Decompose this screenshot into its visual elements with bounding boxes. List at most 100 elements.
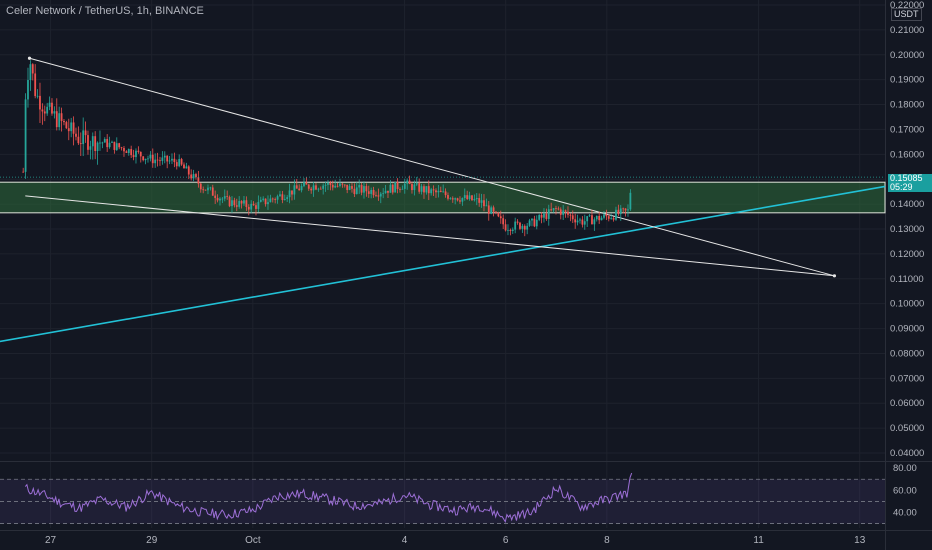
candle-body bbox=[262, 199, 264, 200]
candle-body bbox=[113, 142, 115, 150]
x-tick-label: 11 bbox=[753, 535, 764, 546]
candle-body bbox=[274, 199, 276, 200]
candle-body bbox=[75, 134, 77, 137]
candle-body bbox=[509, 230, 511, 231]
candle-body bbox=[406, 180, 408, 183]
candle-body bbox=[471, 195, 473, 200]
candle-body bbox=[603, 214, 605, 217]
x-tick-label: 27 bbox=[45, 535, 57, 546]
candle-body bbox=[488, 205, 490, 213]
candle-body bbox=[608, 216, 610, 219]
candle-body bbox=[447, 195, 449, 199]
candle-body bbox=[332, 185, 334, 188]
candle-body bbox=[104, 139, 106, 143]
candle-body bbox=[34, 73, 36, 96]
candle-body bbox=[291, 190, 293, 194]
candle-body bbox=[279, 194, 281, 196]
candle-body bbox=[610, 218, 612, 219]
candle-body bbox=[545, 214, 547, 219]
candle-body bbox=[46, 107, 48, 114]
candle-body bbox=[469, 195, 471, 199]
candle-body bbox=[32, 64, 34, 73]
candle-body bbox=[226, 196, 228, 197]
candle-body bbox=[202, 189, 204, 190]
candle-body bbox=[625, 209, 627, 211]
candle-body bbox=[289, 190, 291, 197]
candle-body bbox=[236, 205, 238, 207]
candle-body bbox=[135, 151, 137, 157]
candle-body bbox=[435, 190, 437, 192]
candle-body bbox=[178, 159, 180, 166]
candle-body bbox=[478, 198, 480, 203]
rsi-tick-label: 40.00 bbox=[893, 508, 917, 519]
candle-body bbox=[423, 186, 425, 192]
candle-body bbox=[85, 130, 87, 135]
candle-body bbox=[493, 207, 495, 211]
candle-body bbox=[101, 143, 103, 144]
candle-body bbox=[269, 199, 271, 203]
candle-body bbox=[320, 189, 322, 190]
candle-body bbox=[313, 185, 315, 190]
candle-body bbox=[401, 189, 403, 190]
candle-body bbox=[461, 198, 463, 202]
candle-body bbox=[337, 186, 339, 187]
candle-body bbox=[505, 224, 507, 230]
candle-body bbox=[329, 183, 331, 185]
candle-body bbox=[418, 183, 420, 192]
candle-body bbox=[205, 190, 207, 191]
y-tick-label: 0.20000 bbox=[890, 50, 924, 61]
candle-body bbox=[149, 155, 151, 159]
candle-body bbox=[413, 185, 415, 191]
candle-body bbox=[133, 155, 135, 157]
candle-body bbox=[253, 204, 255, 205]
candle-body bbox=[118, 143, 120, 147]
currency-badge[interactable]: USDT bbox=[891, 8, 922, 21]
candle-body bbox=[584, 221, 586, 224]
candle-body bbox=[449, 198, 451, 199]
candle-body bbox=[293, 185, 295, 194]
candle-body bbox=[613, 218, 615, 220]
y-tick-label: 0.14000 bbox=[890, 199, 924, 210]
candle-body bbox=[87, 135, 89, 150]
candle-body bbox=[529, 220, 531, 225]
candle-body bbox=[109, 143, 111, 147]
candle-body bbox=[627, 209, 629, 210]
candle-body bbox=[286, 197, 288, 199]
candle-body bbox=[351, 186, 353, 189]
candle-body bbox=[399, 189, 401, 190]
candle-body bbox=[524, 226, 526, 230]
candle-body bbox=[65, 122, 67, 128]
y-tick-label: 0.12000 bbox=[890, 249, 924, 260]
rsi-tick-label: 80.00 bbox=[893, 463, 917, 474]
candle-body bbox=[231, 200, 233, 206]
candle-body bbox=[485, 205, 487, 206]
candle-body bbox=[341, 184, 343, 185]
candle-body bbox=[272, 199, 274, 200]
bar-countdown: 05:29 bbox=[890, 183, 930, 192]
candle-body bbox=[77, 137, 79, 143]
candle-body bbox=[130, 149, 132, 155]
y-tick-label: 0.21000 bbox=[890, 25, 924, 36]
candle-body bbox=[581, 220, 583, 225]
y-tick-label: 0.09000 bbox=[890, 324, 924, 335]
candle-body bbox=[315, 185, 317, 189]
candle-body bbox=[44, 111, 46, 113]
candle-body bbox=[61, 113, 63, 121]
candle-body bbox=[73, 122, 75, 133]
candle-body bbox=[605, 214, 607, 216]
candle-body bbox=[392, 185, 394, 193]
candle-body bbox=[41, 109, 43, 111]
y-tick-label: 0.08000 bbox=[890, 348, 924, 359]
candle-body bbox=[29, 64, 31, 80]
candle-body bbox=[219, 199, 221, 201]
candle-body bbox=[349, 186, 351, 190]
candle-body bbox=[325, 185, 327, 186]
candle-body bbox=[430, 189, 432, 193]
y-tick-label: 0.10000 bbox=[890, 299, 924, 310]
candle-body bbox=[533, 219, 535, 227]
wedge-anchor-point bbox=[28, 57, 31, 60]
candle-body bbox=[245, 200, 247, 207]
x-tick-label: 13 bbox=[854, 535, 866, 546]
